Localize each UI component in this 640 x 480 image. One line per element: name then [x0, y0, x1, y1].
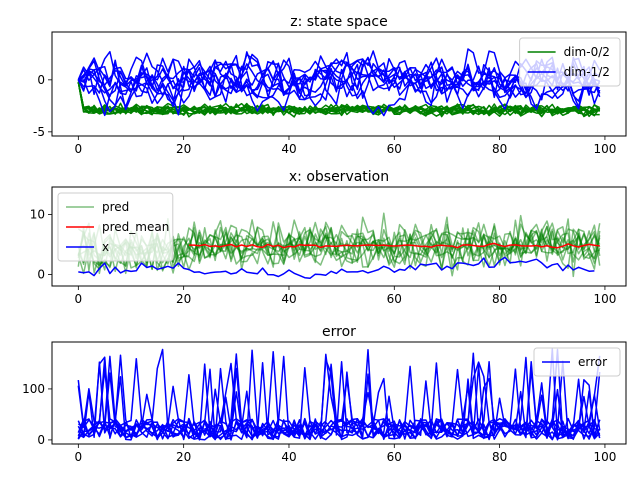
x-tick-label: 60 [387, 142, 402, 156]
chart-title: z: state space [290, 14, 388, 30]
x-tick-label: 0 [75, 142, 83, 156]
axes-frame [51, 186, 627, 287]
x-tick-label: 60 [387, 450, 402, 464]
legend-box [533, 347, 621, 377]
x-tick-label: 80 [492, 450, 507, 464]
legend-label: pred [102, 200, 129, 214]
plot-area [77, 348, 601, 441]
legend-label: x [102, 240, 109, 254]
x-tick-label: 80 [492, 292, 507, 306]
legend-label: dim-0/2 [564, 45, 610, 59]
legend-label: error [578, 355, 607, 369]
series-line-pred-mean [188, 242, 600, 249]
x-tick-label: 20 [176, 292, 191, 306]
y-tick-label: 100 [22, 382, 45, 396]
x-tick-label: 60 [387, 292, 402, 306]
series-line-dim-1-2 [77, 50, 601, 111]
series-line-dim-0-2 [77, 81, 601, 118]
series-line-dim-1-2 [77, 58, 600, 108]
legend: dim-0/2 dim-1/2 [519, 37, 621, 87]
legend-label: pred_mean [102, 220, 169, 234]
panel-3: 0 20 40 60 80 100 0 100 error error [22, 324, 627, 464]
x-tick-label: 40 [281, 450, 296, 464]
y-tick-label: -5 [33, 125, 45, 139]
series-line-error [77, 360, 601, 440]
y-tick-label: 0 [37, 268, 45, 282]
x-tick-label: 0 [75, 450, 83, 464]
x-tick-label: 100 [593, 450, 616, 464]
series-line-dim-0-2 [77, 81, 600, 117]
y-tick-label: 0 [37, 433, 45, 447]
y-tick-label: 0 [37, 73, 45, 87]
legend-label: dim-1/2 [564, 65, 610, 79]
plot-area [77, 48, 601, 118]
x-tick-label: 0 [75, 292, 83, 306]
series-line-dim-1-2 [78, 50, 601, 117]
x-tick-label: 40 [281, 142, 296, 156]
axes-frame [51, 341, 627, 445]
x-tick-label: 80 [492, 142, 507, 156]
x-tick-label: 100 [593, 142, 616, 156]
panel-1: 0 20 40 60 80 100-50z: state spacedim-0/2dim-… [33, 14, 627, 156]
legend-box [57, 192, 174, 262]
x-tick-label: 40 [281, 292, 296, 306]
chart-title: error [322, 324, 356, 340]
panel-2: 0 20 40 60 80 100 0 10 x: observation pred pred_me… [30, 169, 627, 306]
chart-title: x: observation [289, 169, 389, 185]
x-tick-label: 20 [176, 142, 191, 156]
series-line-dim-1-2 [78, 52, 600, 117]
legend: error [533, 347, 621, 377]
axes-frame [51, 31, 627, 137]
x-tick-label: 100 [593, 292, 616, 306]
series-line-x [78, 256, 595, 280]
legend-box [519, 37, 621, 87]
x-tick-label: 20 [176, 450, 191, 464]
series-line-error [77, 352, 601, 441]
y-tick-label: 10 [30, 208, 45, 222]
series-line-dim-1-2 [77, 51, 601, 110]
